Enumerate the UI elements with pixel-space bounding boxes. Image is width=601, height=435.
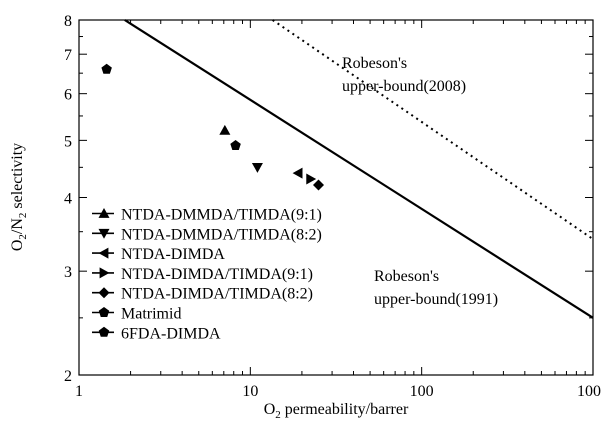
- y-tick-label-8: 8: [64, 13, 72, 30]
- annotations: Robeson's upper-bound(1991) Robeson's upper…: [342, 55, 498, 308]
- marker-ntda-dmmda-timda-9-1: [219, 124, 231, 135]
- legend-label-ntda-dimda-timda-9-1: NTDA-DIMDA/TIMDA(9:1): [121, 266, 313, 283]
- legend-marker-6fda-dimda: [98, 326, 110, 337]
- x-axis-label-sub: 2: [275, 409, 281, 421]
- x-axis-label-main: O: [264, 401, 276, 418]
- marker-ntda-dimda-timda-8-2: [313, 179, 325, 191]
- y-axis-label-p1: O: [9, 240, 26, 252]
- x-tick-label-1: 1: [75, 383, 83, 400]
- legend-label-ntda-dmmda-timda-8-2: NTDA-DMMDA/TIMDA(8:2): [121, 226, 322, 243]
- y-tick-label-2: 2: [64, 368, 72, 385]
- legend-item-6fda-dimda: 6FDA-DIMDA: [92, 325, 221, 342]
- y-axis-label-p2: /N: [9, 218, 26, 234]
- x-axis-label-rest: permeability/barrer: [281, 401, 409, 418]
- legend-label-ntda-dimda: NTDA-DIMDA: [121, 246, 225, 263]
- legend-marker-ntda-dimda: [98, 247, 109, 259]
- legend-label-6fda-dimda: 6FDA-DIMDA: [121, 325, 221, 342]
- x-axis-label: O2 permeability/barrer: [264, 401, 409, 421]
- legend-marker-ntda-dmmda-timda-8-2: [98, 228, 110, 239]
- legend-label-ntda-dimda-timda-8-2: NTDA-DIMDA/TIMDA(8:2): [121, 286, 313, 303]
- y-tick-label-5: 5: [64, 133, 72, 150]
- marker-matrimid: [230, 140, 241, 150]
- y-tick-label-7: 7: [64, 47, 72, 64]
- legend-item-ntda-dmmda-timda-9-1: NTDA-DMMDA/TIMDA(9:1): [92, 207, 322, 224]
- line-upper-bound-1991: [124, 19, 594, 319]
- ticks: 1 10 100 1000 2 3 4 5 6 7 8: [64, 13, 601, 400]
- annotation-upper-bound-1991-line1: Robeson's: [374, 268, 439, 285]
- y-tick-label-4: 4: [64, 191, 72, 208]
- marker-ntda-dimda-timda-9-1: [306, 173, 317, 185]
- legend: NTDA-DMMDA/TIMDA(9:1) NTDA-DMMDA/TIMDA(8:…: [92, 207, 322, 342]
- legend-marker-ntda-dmmda-timda-9-1: [98, 208, 110, 218]
- data-markers: [101, 63, 325, 191]
- marker-ntda-dmmda-timda-8-2: [251, 162, 263, 173]
- legend-marker-ntda-dimda-timda-9-1: [99, 267, 110, 279]
- marker-6fda-dimda: [101, 63, 112, 74]
- bound-lines: [124, 19, 594, 319]
- y-tick-label-3: 3: [64, 264, 72, 281]
- legend-label-matrimid: Matrimid: [121, 306, 181, 323]
- legend-marker-matrimid: [98, 307, 110, 317]
- annotation-upper-bound-2008-line1: Robeson's: [342, 55, 407, 72]
- legend-item-ntda-dmmda-timda-8-2: NTDA-DMMDA/TIMDA(8:2): [92, 226, 322, 243]
- legend-marker-ntda-dimda-timda-8-2: [98, 287, 110, 299]
- legend-item-matrimid: Matrimid: [92, 306, 181, 323]
- x-tick-label-100: 100: [410, 383, 434, 400]
- y-axis-label: O2/N2 selectivity: [9, 143, 29, 251]
- y-tick-label-6: 6: [64, 87, 72, 104]
- legend-label-ntda-dmmda-timda-9-1: NTDA-DMMDA/TIMDA(9:1): [121, 207, 322, 224]
- annotation-upper-bound-1991-line2: upper-bound(1991): [374, 291, 498, 308]
- x-tick-label-10: 10: [242, 383, 258, 400]
- y-axis-label-s1: 2: [17, 234, 29, 240]
- annotation-upper-bound-2008-line2: upper-bound(2008): [342, 78, 466, 95]
- x-tick-label-1000: 1000: [577, 383, 601, 400]
- legend-item-ntda-dimda: NTDA-DIMDA: [92, 246, 225, 263]
- legend-item-ntda-dimda-timda-8-2: NTDA-DIMDA/TIMDA(8:2): [92, 286, 313, 303]
- y-axis-label-p3: selectivity: [9, 143, 26, 213]
- marker-ntda-dimda: [292, 167, 303, 179]
- legend-item-ntda-dimda-timda-9-1: NTDA-DIMDA/TIMDA(9:1): [92, 266, 313, 283]
- y-axis-label-s2: 2: [17, 213, 29, 219]
